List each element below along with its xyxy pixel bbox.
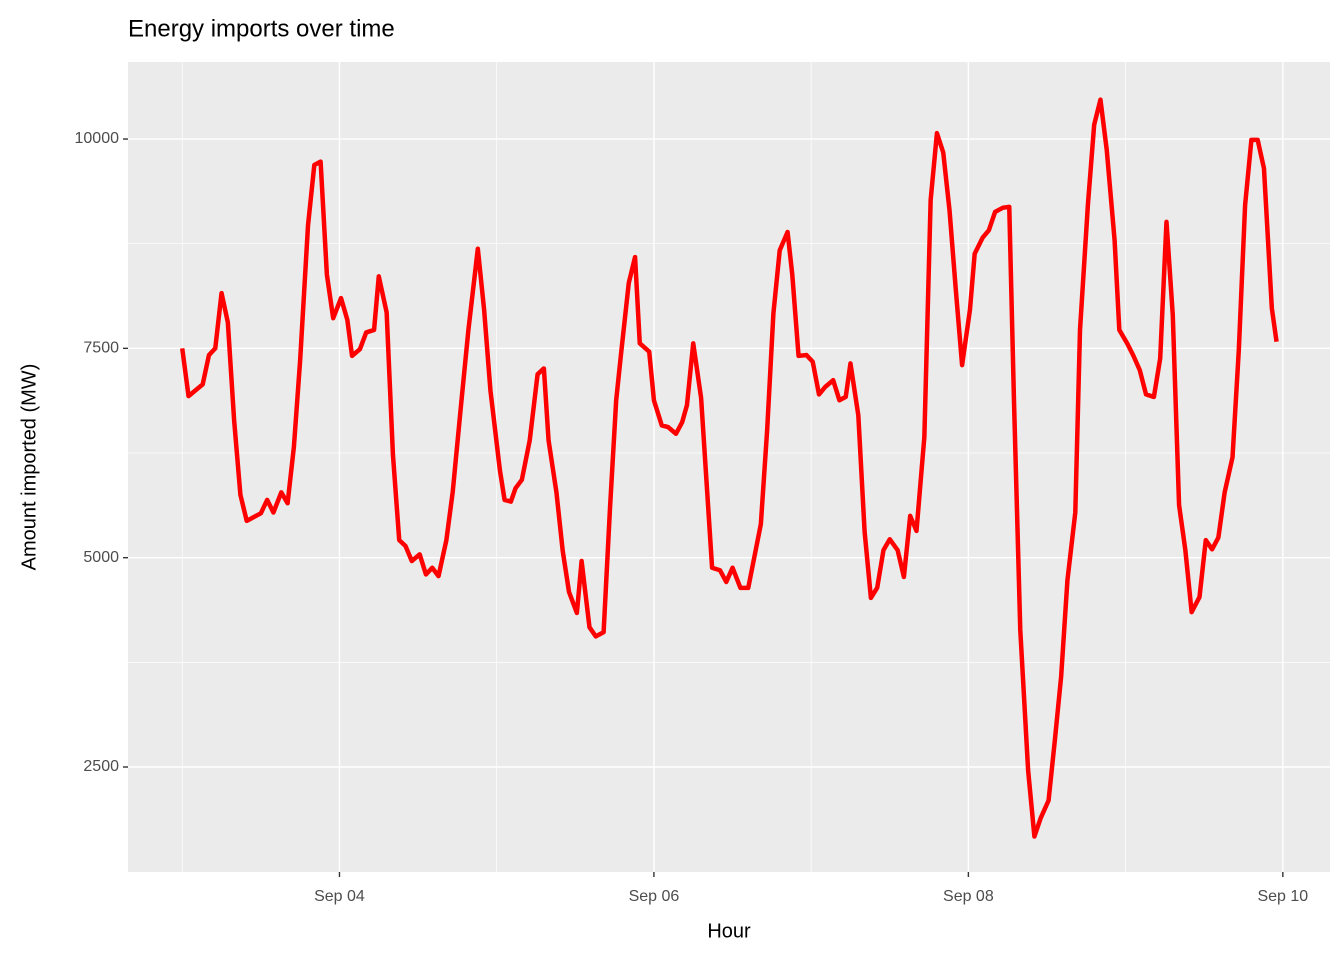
y-axis-label: Amount imported (MW) [18, 364, 40, 571]
y-tick-label: 5000 [83, 549, 119, 566]
x-axis-label: Hour [707, 920, 751, 942]
x-tick-label: Sep 04 [314, 888, 365, 905]
y-tick-label: 10000 [75, 130, 120, 147]
y-tick-label: 2500 [83, 758, 119, 775]
x-tick-label: Sep 06 [629, 888, 680, 905]
data-line [180, 97, 1279, 839]
y-tick-label: 7500 [83, 340, 119, 357]
chart-title: Energy imports over time [128, 15, 395, 42]
x-tick-label: Sep 08 [943, 888, 994, 905]
x-tick-label: Sep 10 [1257, 888, 1308, 905]
plot-background [128, 62, 1330, 872]
